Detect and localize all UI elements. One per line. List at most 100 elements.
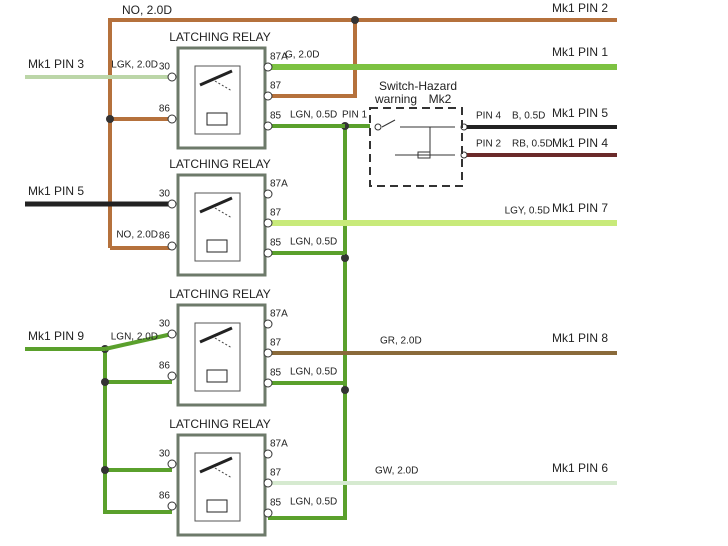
switch-code: Mk2 (429, 92, 452, 106)
pin-label: Mk1 PIN 5 (28, 184, 84, 198)
pin-label: Mk1 PIN 8 (552, 331, 608, 345)
relay-coil (206, 112, 228, 126)
pin-label: Mk1 PIN 3 (28, 57, 84, 71)
relay-contact (214, 80, 233, 92)
wire-label: LGN, 2.0D (111, 332, 158, 343)
relay-contact (199, 196, 233, 214)
pin (263, 91, 273, 101)
wire-label: LGN, 0.5D (290, 367, 337, 378)
pin-label: 86 (159, 361, 171, 372)
pin-label: Mk1 PIN 2 (552, 1, 608, 15)
junction (101, 378, 109, 386)
relay-box (176, 173, 267, 277)
pin (167, 241, 177, 251)
wire-label: GR, 2.0D (380, 336, 422, 347)
wire-label: RB, 0.5D (512, 139, 553, 150)
relay-title: LATCHING RELAY (169, 417, 271, 431)
pin-label: 85 (270, 238, 282, 249)
relay-contact (214, 207, 233, 219)
junction (101, 466, 109, 474)
input-wire (104, 332, 173, 351)
wire-label: LGN, 0.5D (290, 497, 337, 508)
pin-label: 87 (270, 208, 282, 219)
pin-label: Mk1 PIN 6 (552, 461, 608, 475)
relay-contact (199, 326, 233, 344)
pin-label: 87A (270, 309, 288, 320)
junction (351, 16, 359, 24)
pin (263, 189, 273, 199)
pin-label: 86 (159, 231, 171, 242)
relay-title: LATCHING RELAY (169, 287, 271, 301)
junction (341, 254, 349, 262)
pin-label: Mk1 PIN 7 (552, 201, 608, 215)
brown-feed (108, 18, 617, 250)
relay-inner (194, 65, 241, 135)
pin-label: 30 (159, 319, 171, 330)
relay-contact (214, 467, 233, 479)
relay-coil (206, 499, 228, 513)
relay-coil (206, 239, 228, 253)
relay-inner (194, 452, 241, 522)
pin-label: PIN 1 (342, 110, 367, 121)
wire-label: G, 2.0D (285, 50, 319, 61)
junction (341, 386, 349, 394)
pin (167, 72, 177, 82)
pin (263, 378, 273, 388)
switch-pin: PIN 4 (476, 111, 501, 122)
hazard-switch (369, 107, 617, 187)
wire-label: LGY, 0.5D (505, 206, 550, 217)
switch-subtitle: warning (374, 92, 417, 106)
switch-title: Switch-Hazard (379, 79, 457, 93)
pin-label: 85 (270, 498, 282, 509)
pin-label: 87A (270, 179, 288, 190)
relay-inner (194, 322, 241, 392)
pin (263, 62, 273, 72)
relay-contact (214, 337, 233, 349)
relay-box (176, 303, 267, 407)
pin (167, 199, 177, 209)
pin-label: 30 (159, 189, 171, 200)
pin-label: 87 (270, 338, 282, 349)
switch-pin: PIN 2 (476, 139, 501, 150)
relay-title: LATCHING RELAY (169, 157, 271, 171)
pin (263, 121, 273, 131)
wire-label: LGN, 0.5D (290, 110, 337, 121)
pin (167, 371, 177, 381)
pin-label: Mk1 PIN 5 (552, 106, 608, 120)
relay-title: LATCHING RELAY (169, 30, 271, 44)
wire-label: LGN, 0.5D (290, 237, 337, 248)
pin-label: 87A (270, 52, 288, 63)
pin-label: 30 (159, 449, 171, 460)
pin (263, 218, 273, 228)
wire-label: NO, 2.0D (122, 3, 172, 17)
pin (263, 449, 273, 459)
pin-label: 30 (159, 62, 171, 73)
relay-box (176, 46, 267, 150)
pin-label: Mk1 PIN 1 (552, 45, 608, 59)
pin (167, 459, 177, 469)
pin-label: 85 (270, 368, 282, 379)
pin (263, 478, 273, 488)
pin-label: 85 (270, 111, 282, 122)
pin-label: Mk1 PIN 4 (552, 136, 608, 150)
wire-label: B, 0.5D (512, 111, 545, 122)
pin (263, 508, 273, 518)
relay-contact (199, 69, 233, 87)
pin-label: 86 (159, 491, 171, 502)
pin-label: Mk1 PIN 9 (28, 329, 84, 343)
junction (106, 115, 114, 123)
relay-coil (206, 369, 228, 383)
pin-label: 87A (270, 439, 288, 450)
pin (263, 348, 273, 358)
wire-label: GW, 2.0D (375, 466, 418, 477)
pin (167, 114, 177, 124)
relay-box (176, 433, 267, 537)
pin (167, 501, 177, 511)
relay-inner (194, 192, 241, 262)
relay-contact (199, 456, 233, 474)
pin (263, 319, 273, 329)
pin-label: 87 (270, 81, 282, 92)
wire-label: NO, 2.0D (116, 230, 158, 241)
wire-label: LGK, 2.0D (111, 60, 158, 71)
